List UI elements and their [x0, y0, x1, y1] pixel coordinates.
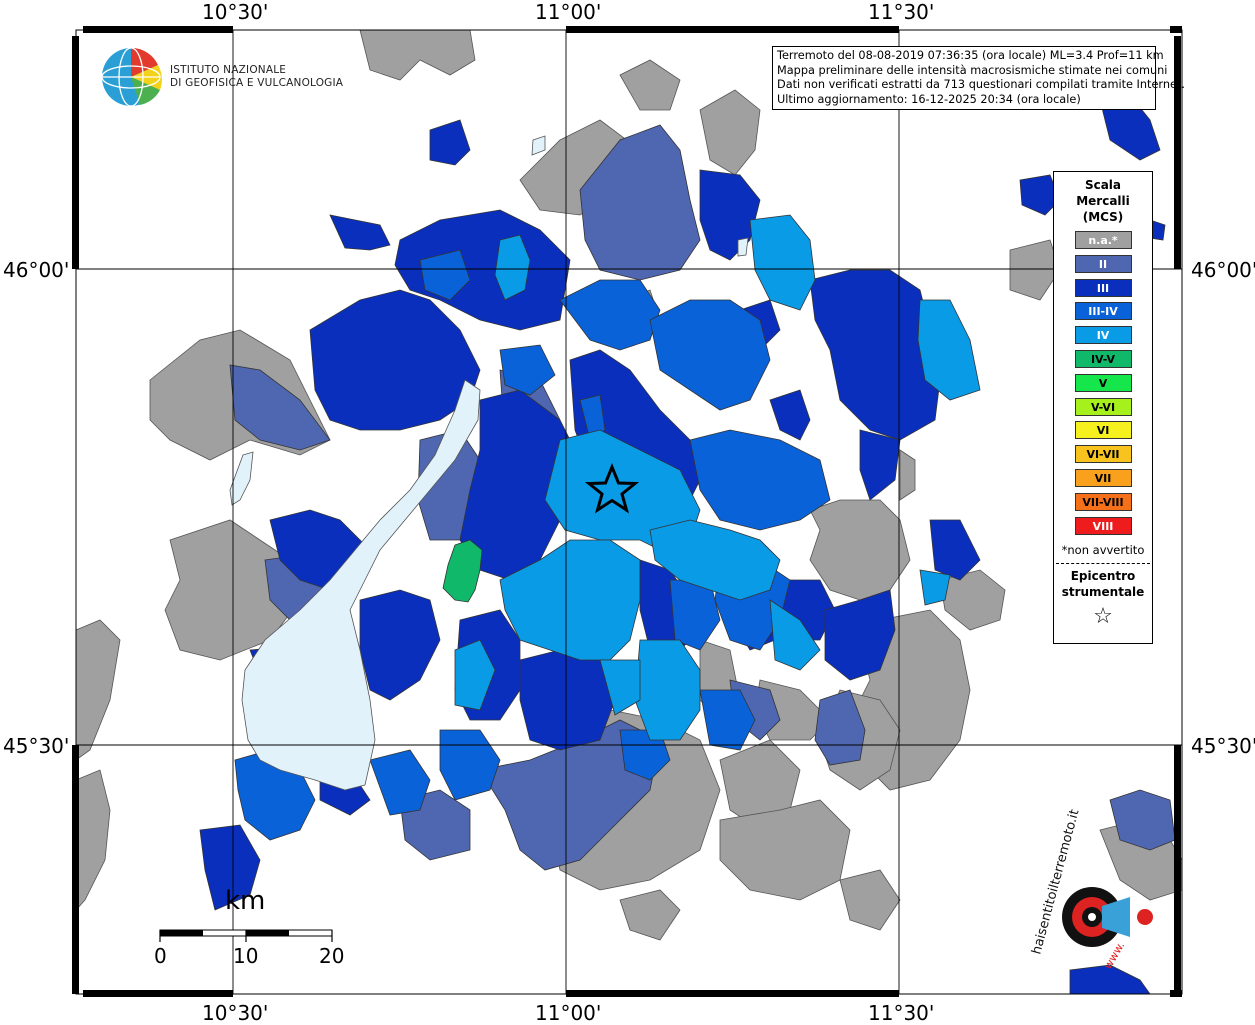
legend-item: VII-VIII: [1074, 492, 1132, 511]
legend-item: IV: [1074, 326, 1132, 345]
ingv-logo-line2: DI GEOFISICA E VULCANOLOGIA: [170, 77, 344, 89]
event-info-line1: Terremoto del 08-08-2019 07:36:35 (ora l…: [777, 49, 1164, 62]
lake: [229, 135, 749, 791]
legend-title: Scala Mercalli (MCS): [1054, 177, 1152, 225]
area-intensity-IV: [454, 214, 981, 741]
legend-epicenter-line1: Epicentro: [1070, 568, 1136, 583]
coord-bottom-1030: 10°30': [202, 1001, 269, 1025]
legend-title-line2: Mercalli: [1076, 194, 1130, 208]
scale-unit: km: [225, 886, 266, 916]
legend-note: *non avvertito: [1061, 542, 1145, 557]
legend-item: III: [1074, 278, 1132, 297]
ingv-logo-line1: ISTITUTO NAZIONALE: [170, 64, 287, 76]
legend-item: VII: [1074, 468, 1132, 487]
map-grid: [76, 30, 1182, 994]
legend-item: VIII: [1074, 516, 1132, 535]
ingv-logo-icon: [101, 47, 162, 107]
coord-bottom-1100: 11°00': [535, 1001, 602, 1025]
legend-title-line1: Scala: [1084, 178, 1122, 192]
legend-item: n.a.*: [1074, 231, 1132, 249]
legend-title-line3: (MCS): [1082, 210, 1124, 224]
event-info-line3: Dati non verificati estratti da 713 ques…: [777, 78, 1186, 91]
hai-sentito-badge-icon: [1058, 879, 1153, 955]
coord-right-4530: 45°30': [1191, 734, 1255, 758]
legend-item: V-VI: [1074, 397, 1132, 416]
scale-bar: [159, 929, 333, 942]
scale-label-20: 20: [319, 944, 345, 968]
legend-item: V: [1074, 373, 1132, 392]
coord-bottom-1130: 11°30': [868, 1001, 935, 1025]
epicenter-star-icon: [584, 463, 640, 514]
event-info-line4: Ultimo aggiornamento: 16-12-2025 20:34 (…: [777, 92, 1081, 106]
event-info-box: Terremoto del 08-08-2019 07:36:35 (ora l…: [772, 46, 1186, 110]
legend-item: VI: [1074, 421, 1132, 440]
coord-top-1130: 11°30': [868, 0, 935, 24]
legend-divider: [1056, 562, 1150, 564]
ingv-logo-text: ISTITUTO NAZIONALE DI GEOFISICA E VULCAN…: [170, 64, 343, 90]
coord-left-4530: 45°30': [3, 734, 70, 758]
legend-items: n.a.* II III III-IV IV IV-V V V-VI VI VI-VII VII VI…: [1054, 231, 1152, 535]
area-intensity-IV-V: [442, 539, 483, 603]
event-info-line2: Mappa preliminare delle intensità macros…: [777, 63, 1168, 77]
coord-top-1100: 11°00': [535, 0, 602, 24]
legend-item: II: [1074, 254, 1132, 273]
legend-item: III-IV: [1074, 302, 1132, 321]
scale-label-10: 10: [233, 944, 259, 968]
legend-epicenter-label: Epicentro strumentale: [1054, 568, 1152, 600]
coord-right-4600: 46°00': [1191, 258, 1255, 282]
legend-item: VI-VII: [1074, 445, 1132, 464]
legend-star-icon: ☆: [1093, 603, 1113, 629]
coord-top-1030: 10°30': [202, 0, 269, 24]
scale-label-0: 0: [154, 944, 167, 968]
legend-epicenter-line2: strumentale: [1061, 584, 1145, 599]
legend-item: IV-V: [1074, 349, 1132, 368]
coord-left-4600: 46°00': [3, 258, 70, 282]
mcs-legend: Scala Mercalli (MCS) n.a.* II III III-IV IV I…: [1053, 171, 1153, 644]
